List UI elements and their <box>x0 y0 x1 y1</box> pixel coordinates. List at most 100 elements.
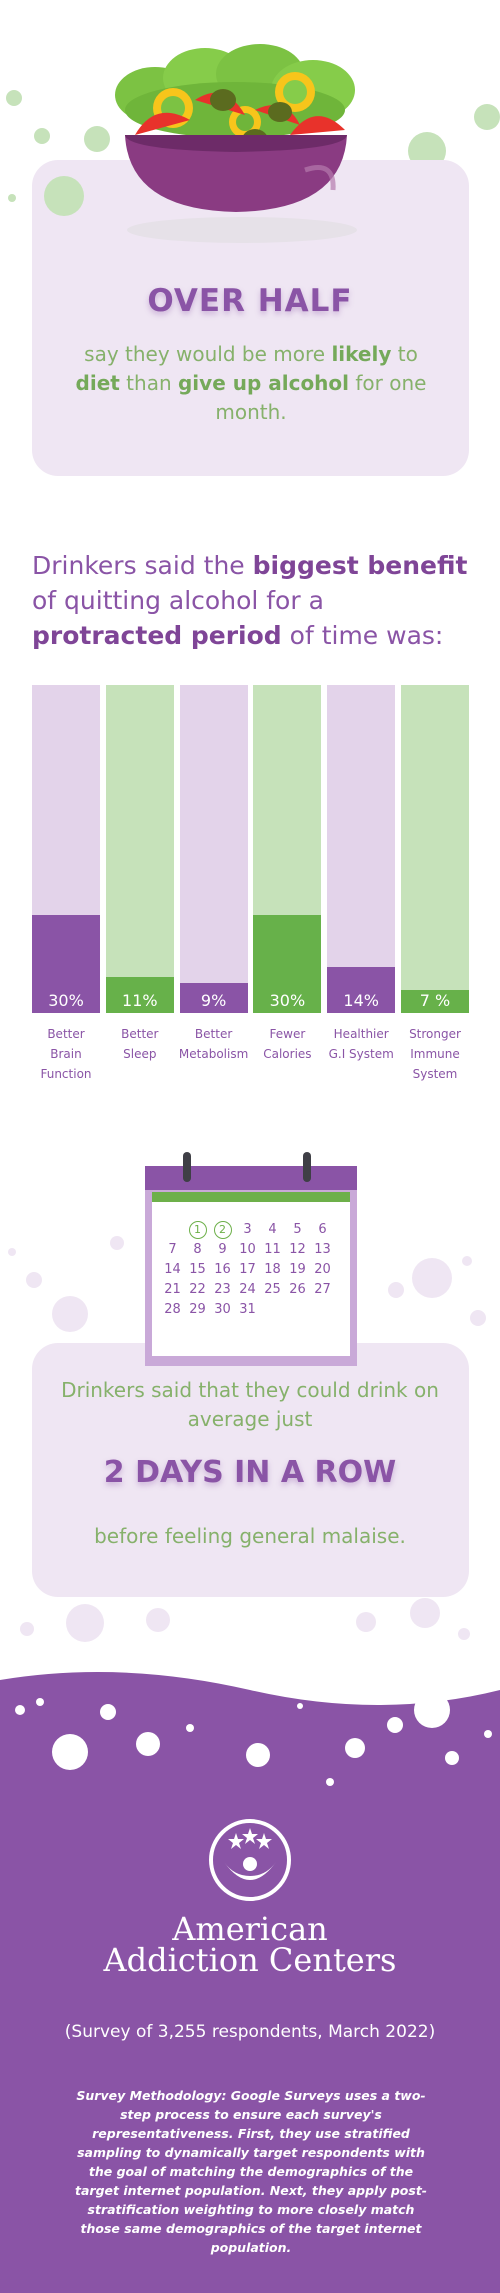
bar-fill <box>32 914 100 1013</box>
decor-dot <box>458 1628 470 1640</box>
calendar-day: 19 <box>289 1262 306 1277</box>
decor-dot <box>20 1622 34 1636</box>
salad-bowl-illustration <box>115 44 357 243</box>
calendar-day: 20 <box>314 1262 331 1277</box>
decor-dot <box>44 176 84 216</box>
decor-dot <box>388 1282 404 1298</box>
decor-dot <box>8 194 16 202</box>
bar-1: 30% <box>32 685 100 1013</box>
bar-category-label: Better Metabolism <box>178 1027 249 1061</box>
calendar-day: 9 <box>218 1242 227 1257</box>
calendar-day: 15 <box>189 1262 206 1277</box>
decor-dot <box>410 1598 440 1628</box>
bar-category-label: Stronger Immune System <box>409 1027 461 1081</box>
calendar-day: 10 <box>239 1242 256 1257</box>
calendar-week: 28 29 30 31 <box>160 1300 340 1320</box>
calendar-day: 14 <box>164 1262 181 1277</box>
calendar-day: 22 <box>189 1282 206 1297</box>
calendar-ring <box>183 1152 191 1182</box>
decor-dot <box>8 1248 16 1256</box>
bar-category-label: Fewer Calories <box>263 1027 312 1061</box>
calendar-day: 3 <box>243 1222 252 1237</box>
calendar-week: 14 15 16 17 18 19 20 <box>160 1260 340 1280</box>
calendar-day: 12 <box>289 1242 306 1257</box>
bar-value-label: 14% <box>343 991 379 1010</box>
decor-dot <box>110 1236 124 1250</box>
bar-5: 14% <box>327 685 396 1013</box>
calendar-day: 29 <box>189 1302 206 1317</box>
bar-value-label: 11% <box>122 991 158 1010</box>
calendar-illustration: 1 2 3 4 5 6 7 8 9 10 11 12 13 14 15 16 17 18 19 20 21 22 23 24 2… <box>145 1152 357 1366</box>
two-days-card <box>32 1343 469 1597</box>
organization-name: American Addiction Centers <box>103 1910 397 1979</box>
decor-dot <box>26 1272 42 1288</box>
bar-4: 30% <box>253 685 322 1013</box>
calendar-week: 7 8 9 10 11 12 13 <box>160 1240 340 1260</box>
malaise-text: before feeling general malaise. <box>94 1524 406 1548</box>
decor-dot <box>34 128 50 144</box>
calendar-day: 25 <box>264 1282 281 1297</box>
benefit-heading: Drinkers said the biggest benefit of qui… <box>32 551 468 650</box>
decor-dot <box>146 1608 170 1632</box>
bar-value-label: 30% <box>48 991 84 1010</box>
diet-vs-alcohol-text: say they would be more likely to diet th… <box>75 342 427 424</box>
bar-fill <box>105 976 174 1013</box>
two-days-headline: 2 DAYS IN A ROW <box>103 1455 397 1490</box>
survey-methodology: Survey Methodology: Google Surveys uses … <box>75 2088 427 2255</box>
calendar-day: 21 <box>164 1282 181 1297</box>
bar-6: 7 % <box>401 685 469 1013</box>
calendar-day: 13 <box>314 1242 331 1257</box>
bar-fill <box>401 990 469 1013</box>
calendar-day: 17 <box>239 1262 256 1277</box>
decor-dot <box>52 1296 88 1332</box>
over-half-card <box>32 160 469 476</box>
bar-category-label: Healthier G.I System <box>328 1027 394 1061</box>
calendar-grid: 1 2 3 4 5 6 7 8 9 10 11 12 13 14 15 16 17 18 19 20 21 22 23 24 2… <box>160 1220 340 1320</box>
calendar-day: 11 <box>264 1242 281 1257</box>
footer-background <box>0 1672 500 2293</box>
bar-value-label: 7 % <box>419 991 451 1010</box>
decor-dot <box>474 104 500 130</box>
calendar-ring <box>303 1152 311 1182</box>
over-half-headline: OVER HALF <box>147 283 353 319</box>
calendar-day: 4 <box>268 1222 277 1237</box>
calendar-day: 23 <box>214 1282 231 1297</box>
calendar-week: 21 22 23 24 25 26 27 <box>160 1280 340 1300</box>
decor-dot <box>356 1612 376 1632</box>
calendar-day: 26 <box>289 1282 306 1297</box>
calendar-day: 7 <box>168 1242 177 1257</box>
bar-3: 9% <box>179 685 248 1013</box>
decor-dot <box>84 126 110 152</box>
bar-fill <box>179 983 248 1013</box>
bar-value-label: 9% <box>200 991 227 1010</box>
calendar-day: 1 <box>185 1220 210 1240</box>
calendar-day: 2 <box>210 1220 235 1240</box>
calendar-day: 31 <box>239 1302 256 1317</box>
decor-dot <box>412 1258 452 1298</box>
benefit-bar-chart: 30% 11% 9% 30% 14% 7 % <box>32 685 469 1013</box>
calendar-day: 5 <box>293 1222 302 1237</box>
drink-days-text: Drinkers said that they could drink on a… <box>61 1378 439 1431</box>
bar-fill <box>253 914 322 1013</box>
decor-dot <box>470 1310 486 1326</box>
organization-logo <box>209 1819 291 1901</box>
decor-dot <box>66 1604 104 1642</box>
calendar-day: 28 <box>164 1302 181 1317</box>
decor-dot <box>6 90 22 106</box>
calendar-day: 30 <box>214 1302 231 1317</box>
bar-value-label: 30% <box>269 991 306 1010</box>
decor-dot <box>462 1256 472 1266</box>
calendar-day: 16 <box>214 1262 231 1277</box>
calendar-day: 8 <box>193 1242 202 1257</box>
bar-fill <box>327 967 396 1013</box>
calendar-day: 6 <box>318 1222 327 1237</box>
calendar-day: 27 <box>314 1282 331 1297</box>
survey-info: (Survey of 3,255 respondents, March 2022… <box>64 2022 436 2042</box>
calendar-day: 18 <box>264 1262 281 1277</box>
calendar-day <box>160 1220 185 1240</box>
bar-2: 11% <box>105 685 174 1013</box>
calendar-day: 24 <box>239 1282 256 1297</box>
bar-category-label: Better Sleep <box>121 1027 159 1061</box>
bar-category-label: Better Brain Function <box>40 1027 92 1081</box>
